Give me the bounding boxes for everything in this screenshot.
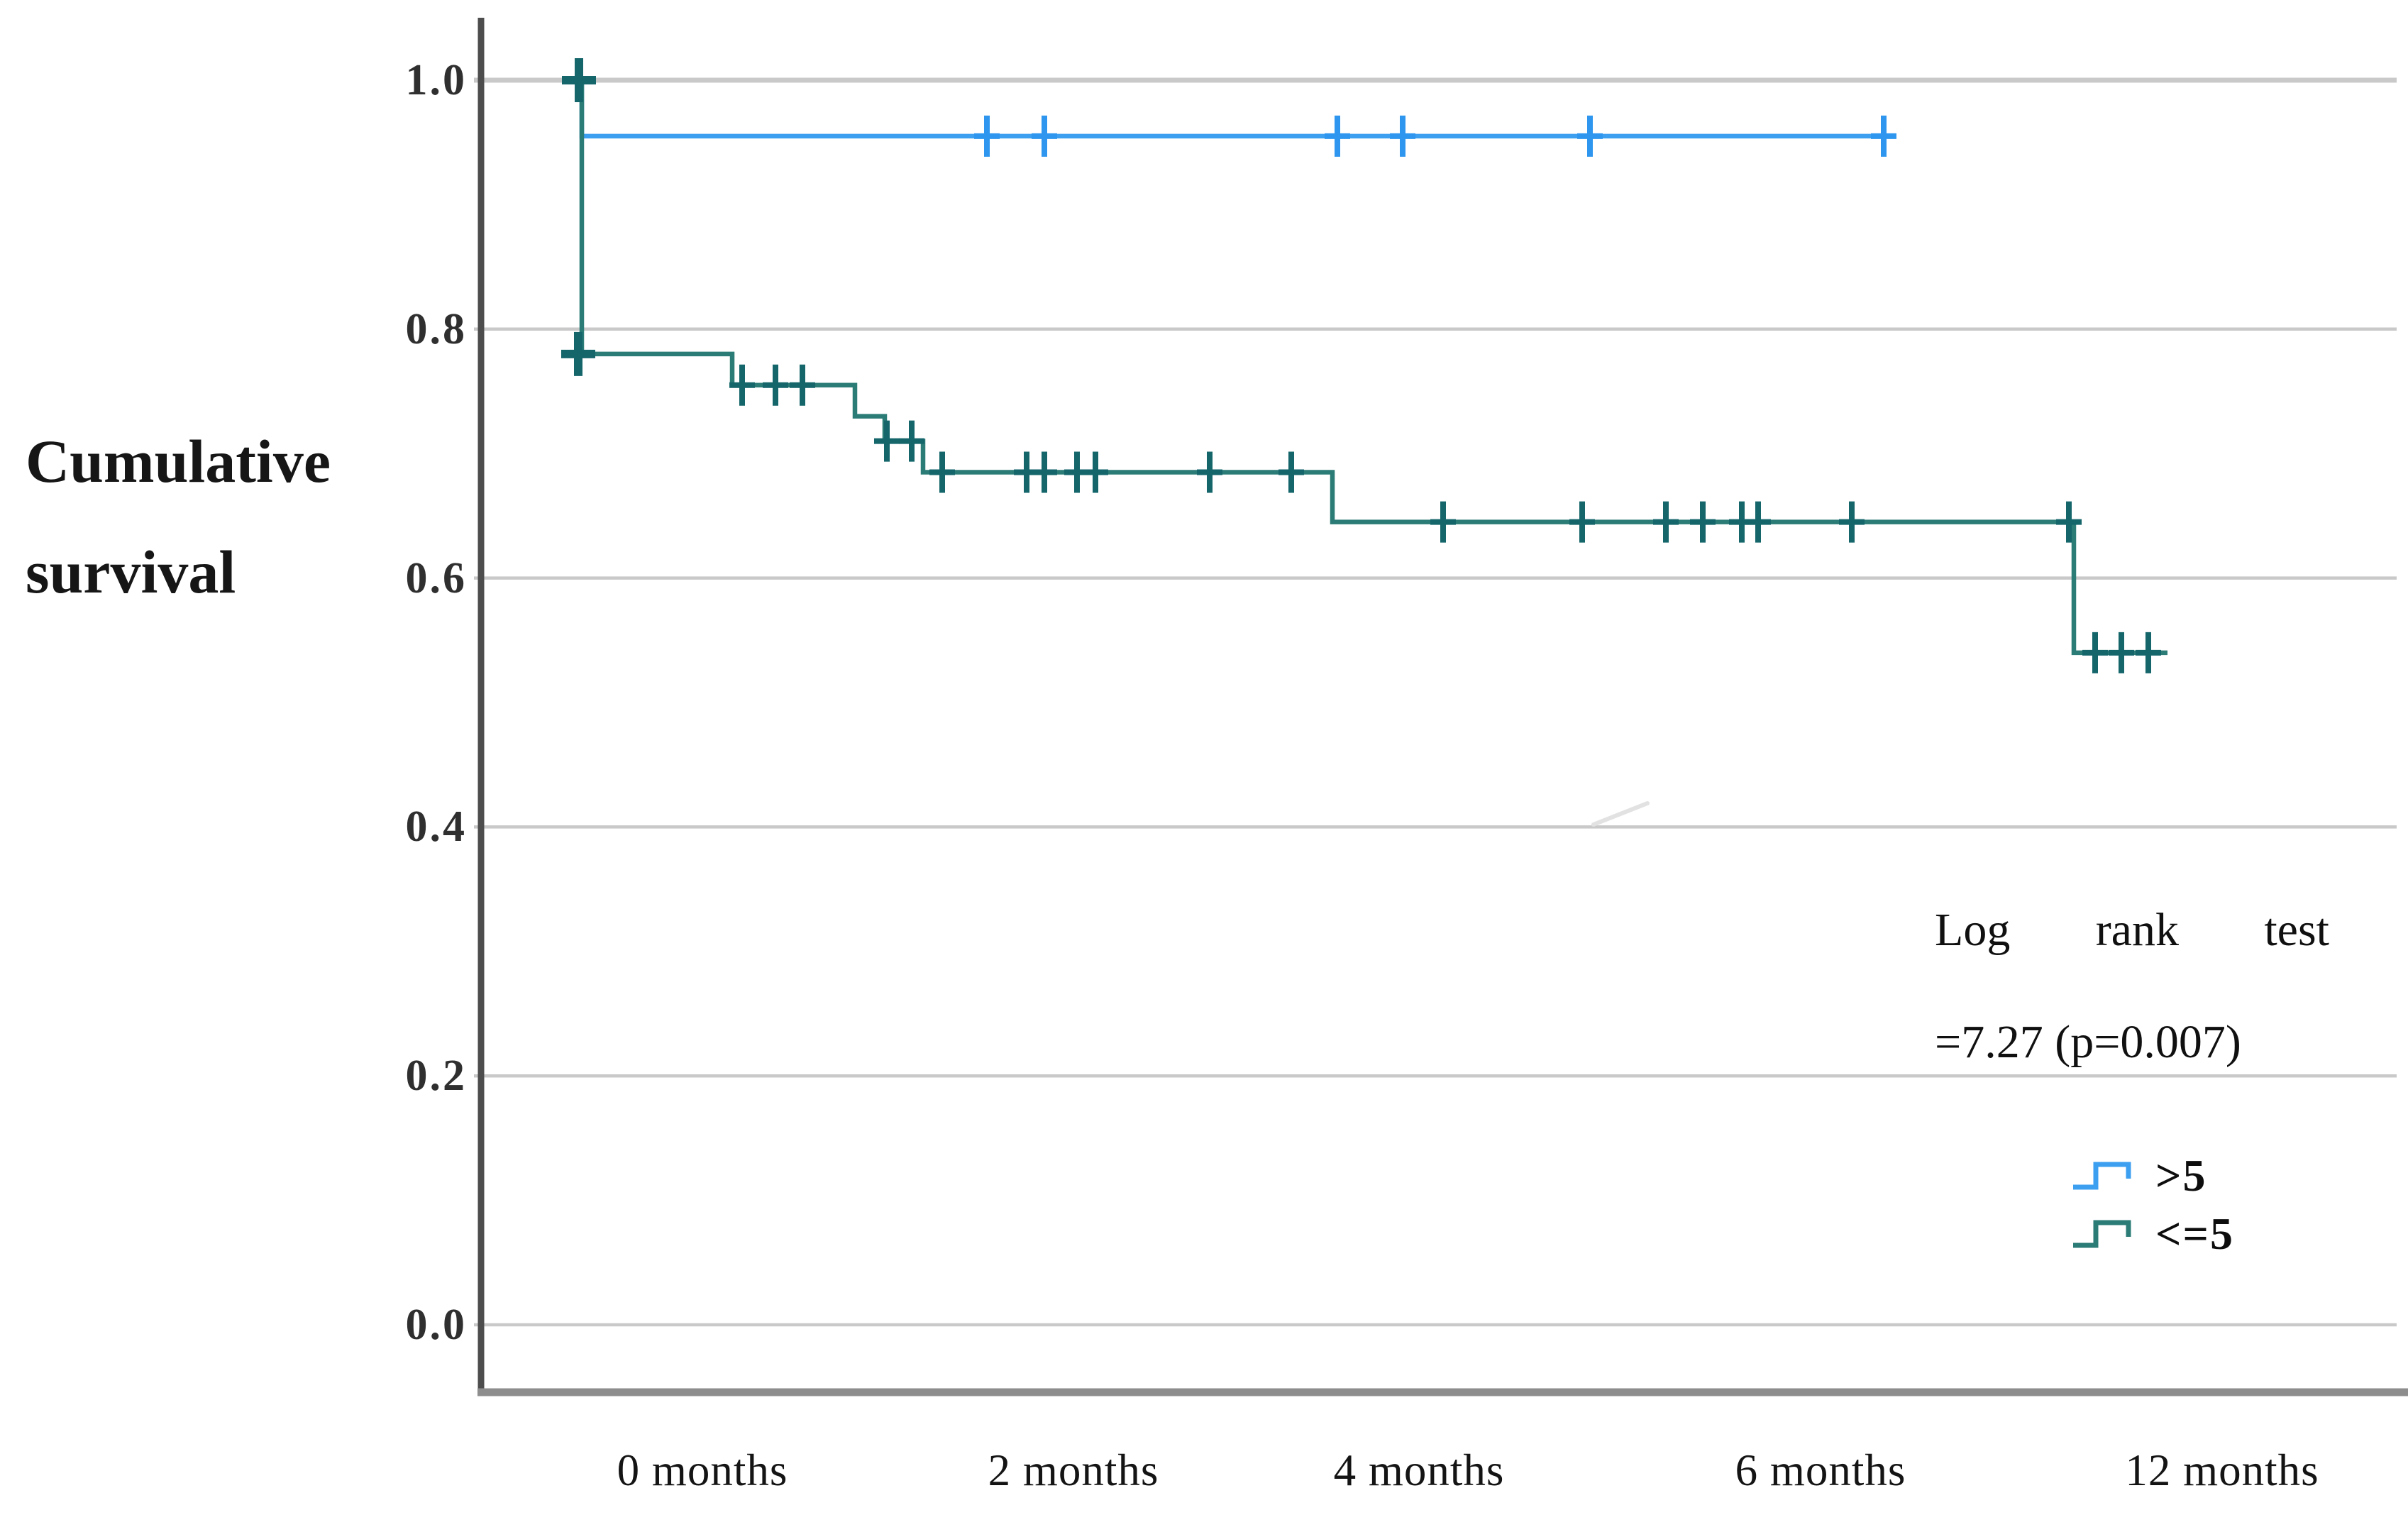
scan-artifact — [1591, 801, 1650, 827]
log-rank-annotation-line2: =7.27 (p=0.007) — [1935, 1016, 2241, 1068]
x-tick-12-months: 12 months — [2125, 1445, 2319, 1495]
survival-curve->5 — [579, 80, 1887, 139]
y-tick-1.0: 1.0 — [405, 56, 467, 104]
censor-mark->5 — [1032, 115, 1057, 157]
legend-item-gt5: >5 — [2070, 1147, 2234, 1205]
step-line-swatch-icon — [2073, 1220, 2131, 1248]
censor-mark-<=5 — [790, 364, 815, 406]
censor-mark-<=5 — [2136, 632, 2161, 673]
censor-mark-<=5 — [929, 451, 955, 493]
x-tick-6-months: 6 months — [1735, 1445, 1906, 1495]
censor-mark-<=5 — [2082, 632, 2108, 673]
censor-mark->5 — [1871, 115, 1896, 157]
censor-mark-<=5 — [1569, 501, 1595, 543]
censor-mark-<=5 — [1430, 501, 1456, 543]
y-tick-0.0: 0.0 — [405, 1301, 467, 1349]
censor-mark->5 — [974, 115, 1000, 157]
censor-mark-<=5 — [1032, 451, 1057, 493]
censor-mark-<=5 — [1197, 451, 1222, 493]
legend-label-le5: <=5 — [2155, 1208, 2234, 1259]
censor-mark->5 — [1577, 115, 1603, 157]
log-rank-word-rank: rank — [2095, 904, 2179, 956]
censor-mark-<=5 — [729, 364, 755, 406]
censor-mark-<=5 — [1653, 501, 1679, 543]
censor-mark-<=5 — [1690, 501, 1716, 543]
x-tick-4-months: 4 months — [1333, 1445, 1505, 1495]
x-tick-2-months: 2 months — [988, 1445, 1159, 1495]
censor-mark-<=5 — [899, 420, 924, 462]
log-rank-annotation: Log rank test =7.27 (p=0.007) — [1935, 901, 2329, 1071]
y-tick-0.2: 0.2 — [405, 1052, 467, 1100]
censor-mark-<=5 — [561, 331, 595, 376]
censor-mark->5 — [1390, 115, 1415, 157]
censor-mark->5 — [1325, 115, 1350, 157]
log-rank-annotation-line1: Log rank test — [1935, 901, 2329, 959]
step-line-swatch-path — [2073, 1162, 2131, 1190]
censor-mark-<=5 — [1278, 451, 1304, 493]
censor-mark-<=5 — [2056, 501, 2082, 543]
legend: >5 <=5 — [2070, 1147, 2234, 1263]
censor-mark-<=5 — [874, 420, 900, 462]
censor-mark-<=5 — [2109, 632, 2134, 673]
y-axis-title-line2: survival — [26, 538, 236, 606]
legend-item-le5: <=5 — [2070, 1205, 2234, 1263]
legend-label-gt5: >5 — [2155, 1150, 2207, 1201]
censor-mark-<=5 — [1745, 501, 1771, 543]
x-tick-0-months: 0 months — [617, 1445, 788, 1495]
y-tick-0.4: 0.4 — [405, 803, 467, 851]
y-tick-0.8: 0.8 — [405, 305, 467, 353]
y-axis-title: Cumulative survival — [26, 406, 331, 627]
censor-mark-<=5 — [1083, 451, 1108, 493]
step-line-swatch-path — [2073, 1220, 2131, 1248]
step-line-swatch-icon — [2073, 1162, 2131, 1190]
censor-mark-<=5 — [562, 58, 596, 102]
y-tick-0.6: 0.6 — [405, 554, 467, 602]
censor-mark-<=5 — [763, 364, 788, 406]
y-axis-title-line1: Cumulative — [26, 427, 331, 495]
censor-mark-<=5 — [1839, 501, 1865, 543]
log-rank-word-log: Log — [1935, 904, 2011, 956]
log-rank-word-test: test — [2264, 904, 2329, 956]
survival-curve-<=5 — [579, 80, 2167, 656]
